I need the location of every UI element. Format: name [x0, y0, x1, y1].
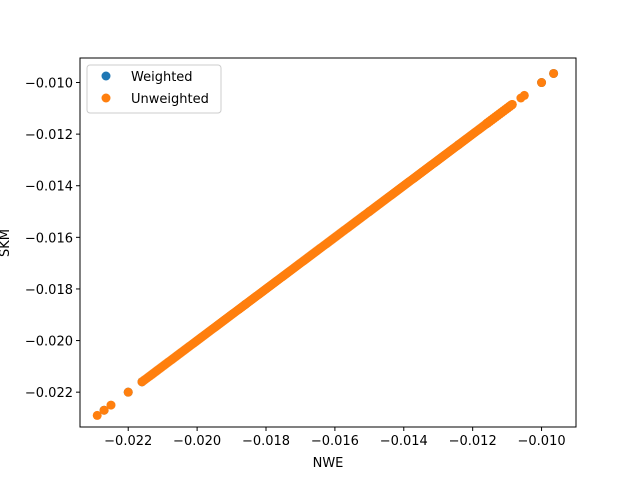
data-point — [537, 78, 547, 88]
data-point — [99, 405, 109, 415]
y-axis-ticks: −0.022 −0.020 −0.018 −0.016 −0.014 −0.012 −0.0… — [25, 77, 80, 401]
data-point — [519, 90, 529, 100]
y-tick-label: −0.010 — [25, 77, 73, 92]
data-point — [549, 68, 559, 78]
x-tick-label: −0.016 — [311, 434, 359, 449]
data-point — [123, 387, 133, 397]
axes-frame — [79, 57, 577, 428]
x-axis-ticks: −0.022 −0.020 −0.018 −0.016 −0.014 −0.012 −0.0… — [104, 427, 566, 449]
y-tick-label: −0.018 — [25, 283, 73, 298]
y-tick-label: −0.016 — [25, 231, 73, 246]
legend-label-weighted: Weighted — [131, 70, 193, 85]
y-tick-label: −0.014 — [25, 180, 73, 195]
legend-label-unweighted: Unweighted — [131, 92, 209, 107]
y-tick-label: −0.012 — [25, 128, 73, 143]
plot-points — [92, 68, 559, 420]
legend-marker-weighted — [101, 71, 111, 81]
x-tick-label: −0.018 — [242, 434, 290, 449]
legend-marker-unweighted — [101, 93, 111, 103]
y-axis-label: SKM — [0, 229, 13, 257]
x-axis-label: NWE — [313, 456, 344, 471]
x-tick-label: −0.014 — [380, 434, 428, 449]
data-point — [106, 400, 116, 410]
x-tick-label: −0.020 — [173, 434, 221, 449]
legend-box — [86, 64, 222, 114]
x-tick-label: −0.010 — [518, 434, 566, 449]
data-point — [507, 99, 517, 109]
series-unweighted — [92, 68, 559, 420]
legend: Weighted Unweighted — [86, 64, 222, 114]
y-tick-label: −0.020 — [25, 335, 73, 350]
x-tick-label: −0.012 — [449, 434, 497, 449]
x-tick-label: −0.022 — [104, 434, 152, 449]
data-point — [92, 410, 102, 420]
y-tick-label: −0.022 — [25, 386, 73, 401]
